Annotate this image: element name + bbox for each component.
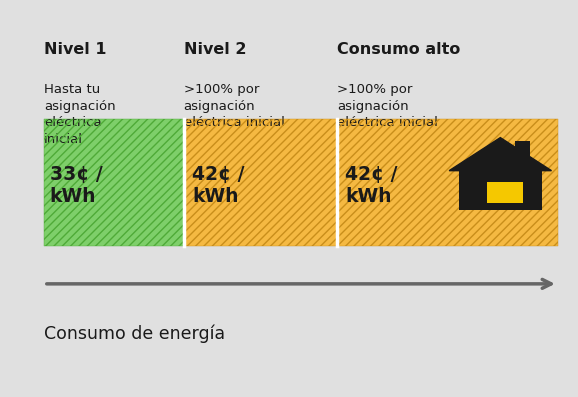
Text: Consumo de energía: Consumo de energía — [44, 324, 225, 343]
Bar — [44, 119, 184, 246]
Text: Nivel 1: Nivel 1 — [44, 42, 106, 57]
Bar — [337, 119, 558, 246]
Polygon shape — [449, 138, 551, 171]
Bar — [515, 141, 530, 156]
Bar — [184, 119, 337, 246]
Text: >100% por
asignación
eléctrica inicial: >100% por asignación eléctrica inicial — [184, 83, 284, 129]
Text: >100% por
asignación
eléctrica inicial: >100% por asignación eléctrica inicial — [337, 83, 438, 129]
Bar — [487, 182, 524, 203]
Text: 33¢ /
kWh: 33¢ / kWh — [50, 165, 102, 206]
Bar — [459, 171, 542, 210]
Bar — [44, 119, 184, 246]
Text: Nivel 2: Nivel 2 — [184, 42, 246, 57]
Bar — [337, 119, 558, 246]
Text: 42¢ /
kWh: 42¢ / kWh — [346, 165, 398, 206]
Text: 42¢ /
kWh: 42¢ / kWh — [192, 165, 245, 206]
Text: Consumo alto: Consumo alto — [337, 42, 460, 57]
Bar — [184, 119, 337, 246]
Text: Hasta tu
asignación
eléctrica
inicial: Hasta tu asignación eléctrica inicial — [44, 83, 116, 146]
